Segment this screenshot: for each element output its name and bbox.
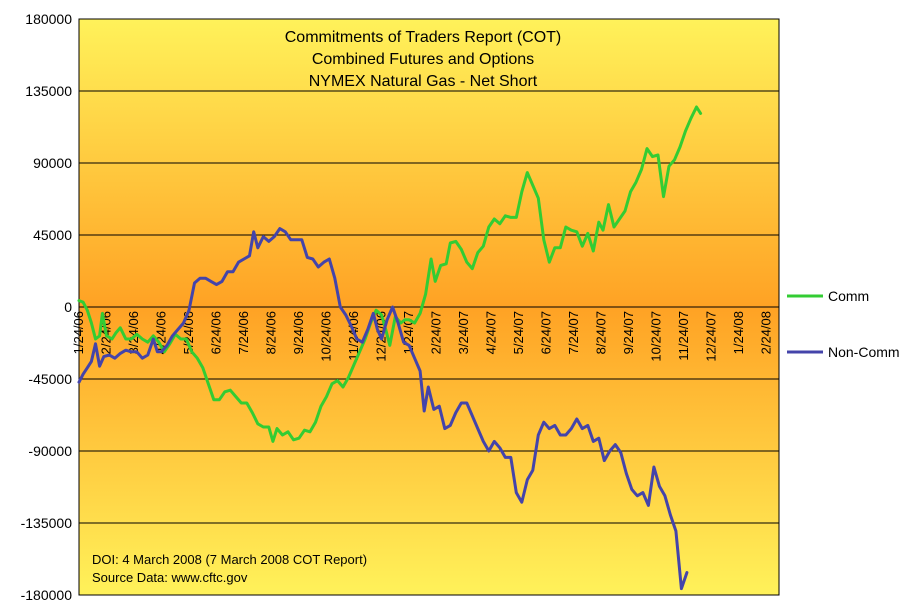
y-tick-label: -45000 [28, 371, 72, 387]
x-tick-label: 3/24/06 [126, 311, 141, 354]
series-line-non-comm [77, 227, 689, 591]
x-tick-label: 12/24/07 [704, 311, 719, 362]
title-line: NYMEX Natural Gas - Net Short [309, 73, 538, 90]
y-axis-tick-labels: 180000 135000 90000 45000 0 -45000 -90000 -1350… [21, 11, 73, 603]
x-tick-label: 4/24/07 [484, 311, 499, 354]
annotation-line: Source Data: www.cftc.gov [92, 570, 248, 585]
x-tick-label: 9/24/07 [621, 311, 636, 354]
gridlines [79, 90, 779, 524]
x-tick-label: 10/24/07 [649, 311, 664, 362]
x-tick-label: 1/24/06 [71, 311, 86, 354]
title-line: Combined Futures and Options [312, 51, 534, 68]
x-tick-label: 1/24/08 [731, 311, 746, 354]
x-tick-label: 2/24/07 [429, 311, 444, 354]
y-tick-label: 45000 [33, 227, 72, 243]
x-tick-label: 2/24/08 [759, 311, 774, 354]
y-tick-label: 135000 [25, 83, 72, 99]
chart-title: Commitments of Traders Report (COT) Combi… [285, 29, 562, 90]
x-tick-label: 3/24/07 [456, 311, 471, 354]
series-lines [77, 105, 703, 591]
y-tick-label: 180000 [25, 11, 72, 27]
chart-annotation: DOI: 4 March 2008 (7 March 2008 COT Repo… [92, 552, 367, 585]
x-tick-label: 8/24/07 [594, 311, 609, 354]
y-tick-label: -135000 [21, 515, 73, 531]
y-tick-label: 90000 [33, 155, 72, 171]
x-tick-label: 6/24/07 [539, 311, 554, 354]
legend-label: Comm [828, 288, 869, 304]
x-tick-label: 7/24/07 [566, 311, 581, 354]
x-tick-label: 9/24/06 [291, 311, 306, 354]
x-tick-label: 11/24/07 [676, 311, 691, 361]
y-tick-label: -180000 [21, 587, 73, 603]
legend-label: Non-Comm [828, 344, 900, 360]
y-tick-label: -90000 [28, 443, 72, 459]
x-tick-label: 5/24/07 [511, 311, 526, 354]
x-tick-label: 8/24/06 [264, 311, 279, 354]
annotation-line: DOI: 4 March 2008 (7 March 2008 COT Repo… [92, 552, 367, 567]
title-line: Commitments of Traders Report (COT) [285, 29, 562, 46]
legend: Comm Non-Comm [787, 288, 900, 360]
x-tick-label: 6/24/06 [209, 311, 224, 354]
x-tick-label: 7/24/06 [236, 311, 251, 354]
x-tick-label: 10/24/06 [319, 311, 334, 362]
x-tick-label: 4/24/06 [154, 311, 169, 354]
y-tick-label: 0 [64, 299, 72, 315]
